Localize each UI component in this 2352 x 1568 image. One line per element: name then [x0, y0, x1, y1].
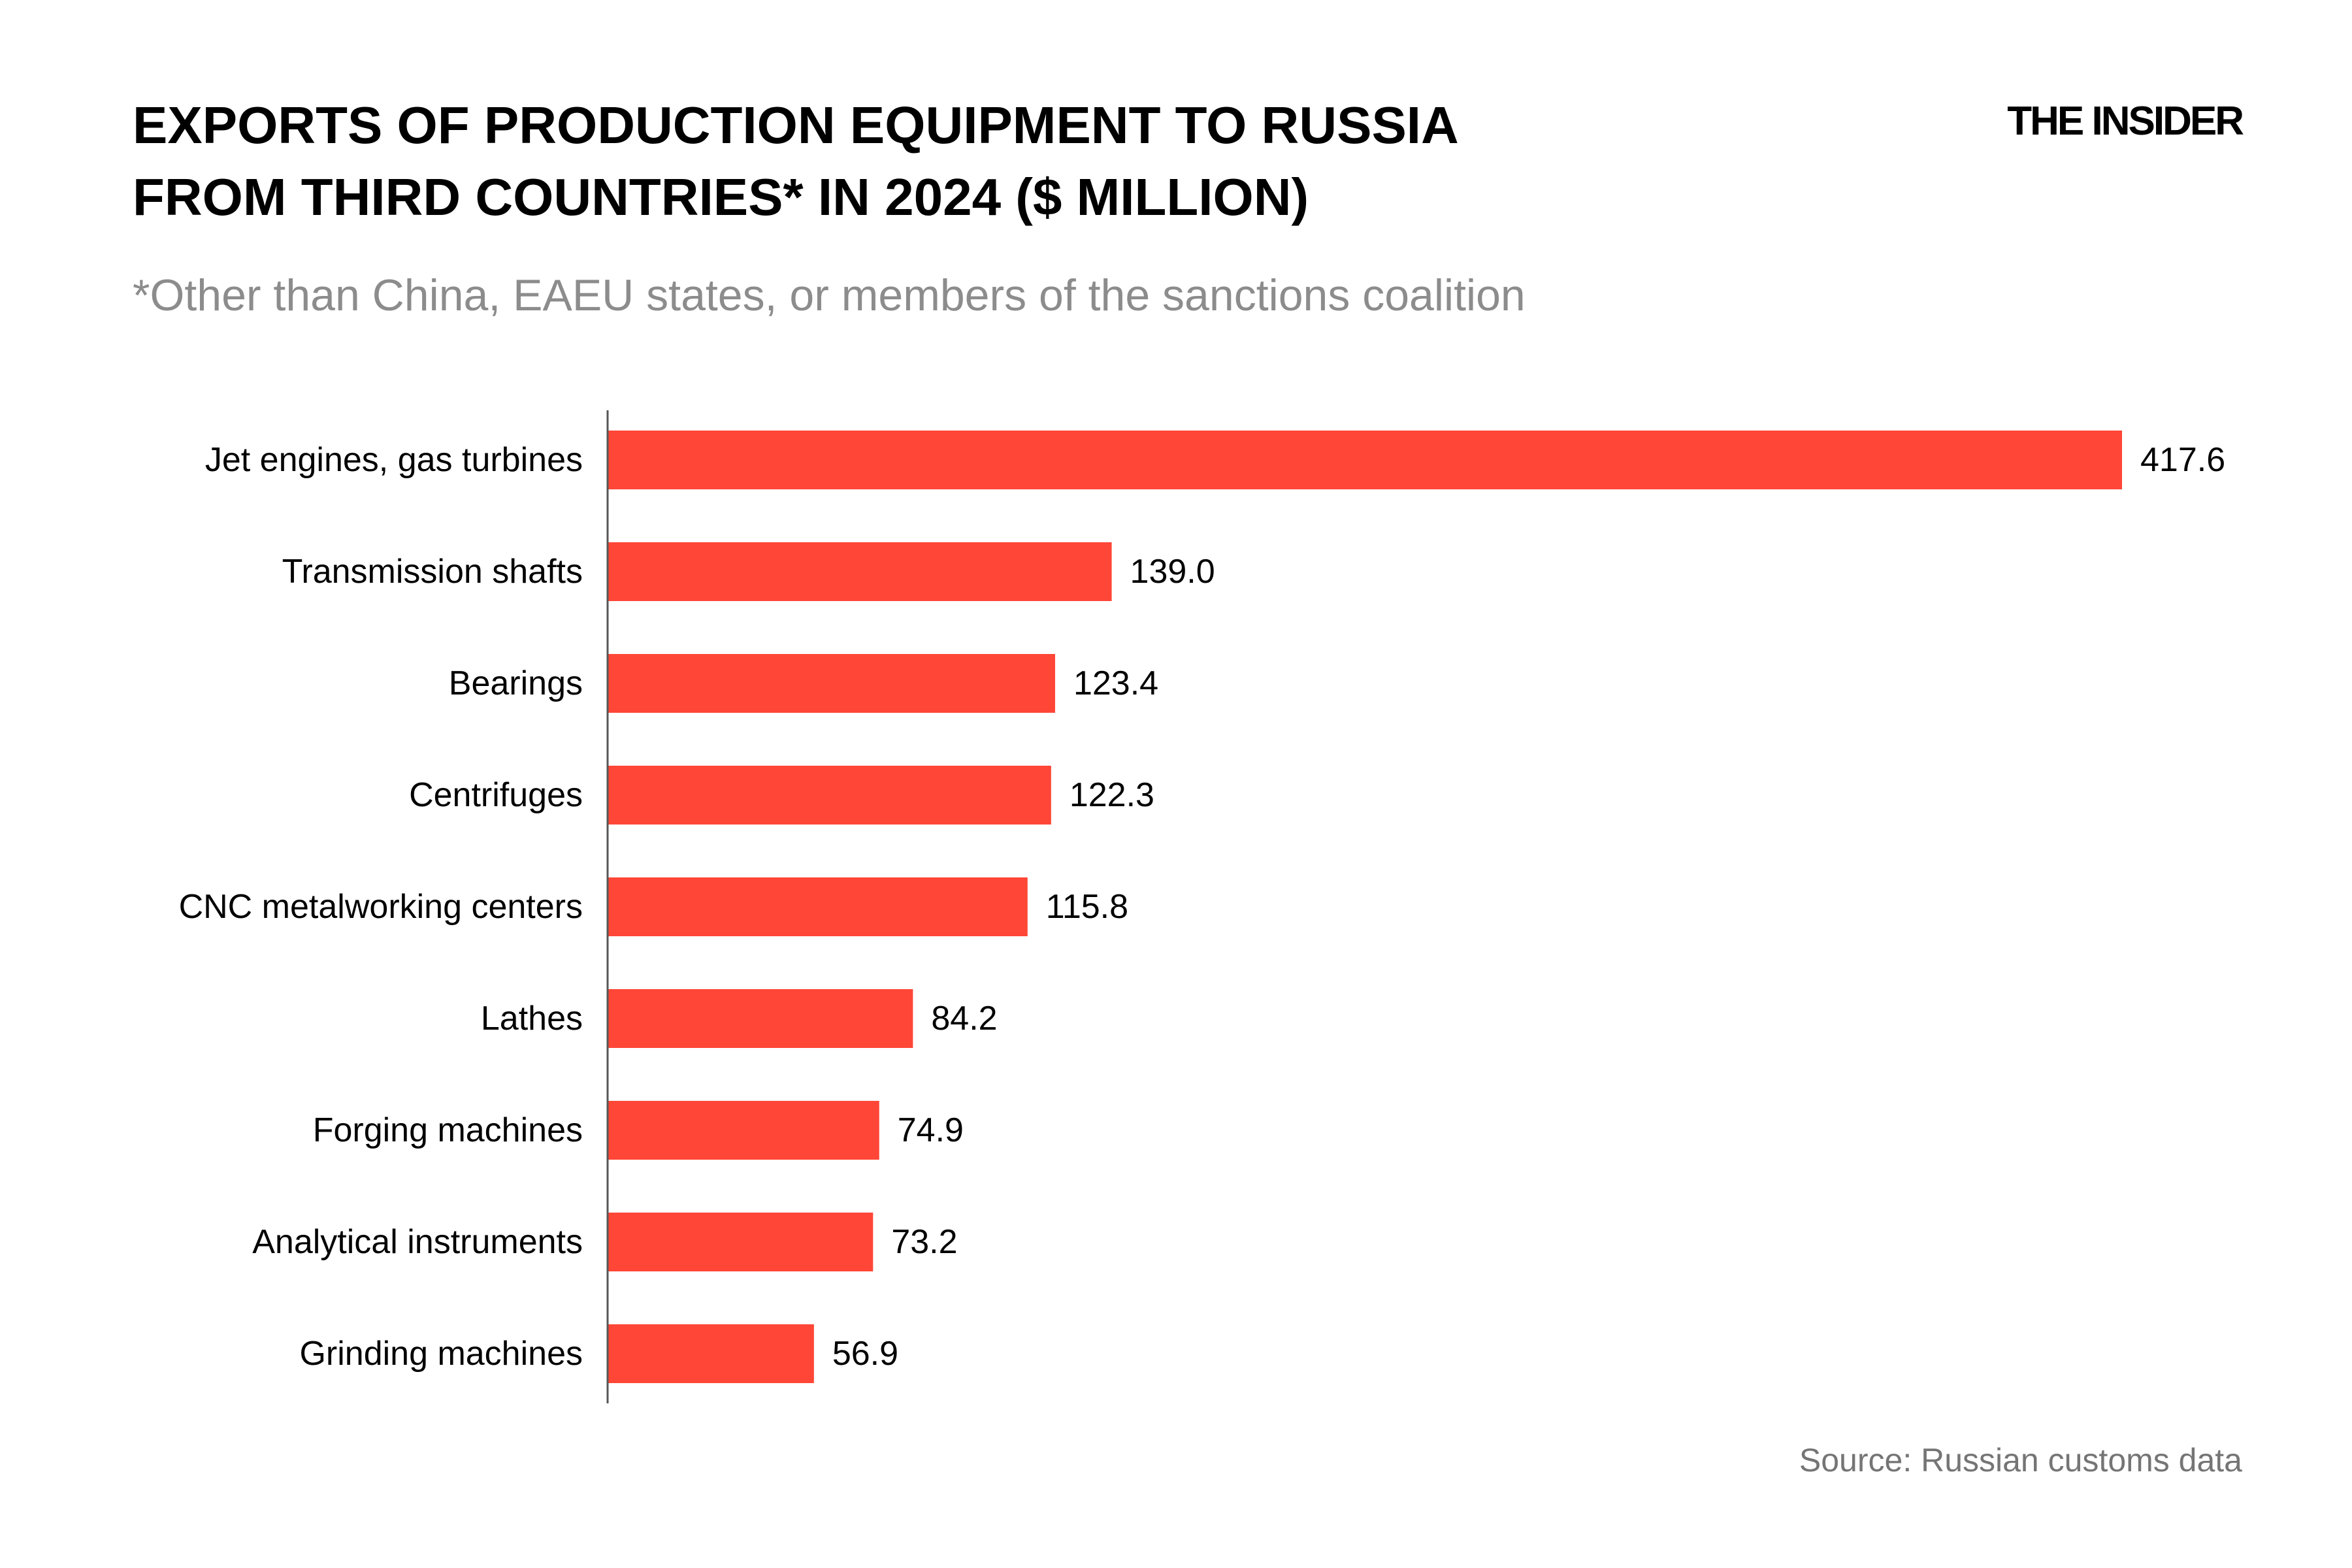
data-label: 123.4 [1073, 664, 1158, 702]
bar [608, 877, 1028, 936]
category-label: Analytical instruments [252, 1223, 583, 1261]
bar [608, 431, 2122, 489]
source-note: Source: Russian customs data [1799, 1442, 2242, 1478]
category-label: Jet engines, gas turbines [205, 441, 583, 479]
data-label: 73.2 [891, 1223, 957, 1261]
data-label: 115.8 [1046, 888, 1128, 926]
data-label: 139.0 [1130, 553, 1215, 591]
category-label: Centrifuges [409, 776, 583, 814]
bar [608, 1101, 879, 1160]
data-label: 74.9 [898, 1111, 964, 1149]
bar [608, 654, 1055, 713]
data-label: 417.6 [2140, 441, 2225, 479]
category-label: Transmission shafts [282, 553, 583, 591]
category-label: Grinding machines [299, 1335, 583, 1373]
chart-title-line-1: EXPORTS OF PRODUCTION EQUIPMENT TO RUSSI… [133, 96, 1459, 154]
category-label: Lathes [481, 1000, 583, 1037]
data-label: 122.3 [1070, 776, 1154, 814]
category-label: Bearings [449, 664, 583, 702]
bar [608, 989, 913, 1048]
chart-title-line-2: FROM THIRD COUNTRIES* IN 2024 ($ MILLION… [133, 168, 1309, 226]
category-label: Forging machines [313, 1111, 583, 1149]
bar [608, 1213, 874, 1271]
data-label: 84.2 [931, 1000, 997, 1037]
bar [608, 542, 1112, 601]
category-label: CNC metalworking centers [179, 888, 583, 926]
bar [608, 766, 1051, 825]
brand-logo: THE INSIDER [2007, 99, 2244, 144]
bar [608, 1324, 814, 1383]
data-label: 56.9 [832, 1335, 898, 1373]
chart-subtitle: *Other than China, EAEU states, or membe… [133, 270, 1526, 320]
